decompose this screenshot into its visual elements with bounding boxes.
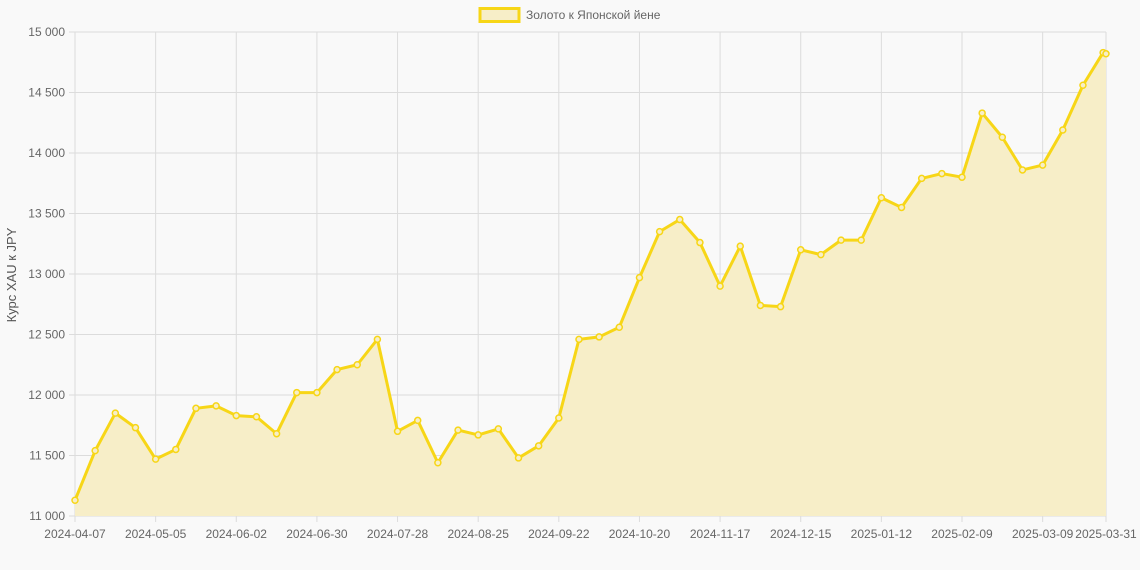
x-tick-label: 2025-03-31 xyxy=(1075,527,1137,541)
data-point[interactable] xyxy=(333,365,341,374)
data-point[interactable] xyxy=(1079,81,1087,89)
data-point[interactable] xyxy=(938,169,946,178)
data-point[interactable] xyxy=(373,335,382,344)
data-point[interactable] xyxy=(91,446,99,455)
data-point[interactable] xyxy=(877,194,886,202)
x-tick-label: 2025-03-09 xyxy=(1012,527,1074,541)
data-point[interactable] xyxy=(434,459,442,467)
x-tick-label: 2024-04-07 xyxy=(44,527,106,541)
data-point[interactable] xyxy=(716,282,724,290)
data-point[interactable] xyxy=(71,496,79,505)
y-tick-label: 15 000 xyxy=(28,25,65,39)
x-tick-label: 2024-07-28 xyxy=(367,527,429,541)
y-axis-ticks: 11 000 11 500 12 000 12 500 13 000 13 500 14 0… xyxy=(28,25,65,523)
data-point[interactable] xyxy=(232,411,241,420)
x-tick-label: 2024-08-25 xyxy=(447,527,509,541)
data-point[interactable] xyxy=(494,425,503,433)
data-point[interactable] xyxy=(212,402,220,410)
y-tick-label: 13 500 xyxy=(28,207,65,221)
data-point[interactable] xyxy=(897,203,906,212)
data-point[interactable] xyxy=(474,431,482,439)
data-point[interactable] xyxy=(252,413,261,421)
data-point[interactable] xyxy=(978,109,986,117)
data-point[interactable] xyxy=(393,427,402,436)
y-tick-label: 12 000 xyxy=(28,388,65,402)
data-point[interactable] xyxy=(353,361,361,369)
y-tick-label: 13 000 xyxy=(28,267,65,281)
data-point[interactable] xyxy=(272,429,281,438)
data-point[interactable] xyxy=(1038,161,1047,169)
data-point[interactable] xyxy=(413,416,422,425)
data-point[interactable] xyxy=(817,250,825,259)
data-point[interactable] xyxy=(776,302,785,311)
data-point[interactable] xyxy=(555,414,563,422)
x-tick-label: 2024-12-15 xyxy=(770,527,832,541)
data-point[interactable] xyxy=(1018,166,1027,174)
x-tick-label: 2025-01-12 xyxy=(851,527,913,541)
data-point[interactable] xyxy=(192,404,200,413)
x-tick-label: 2024-06-30 xyxy=(286,527,348,541)
series-area xyxy=(75,52,1106,516)
y-tick-label: 11 500 xyxy=(29,449,65,463)
data-point[interactable] xyxy=(736,242,744,250)
x-tick-label: 2024-06-02 xyxy=(206,527,268,541)
data-point[interactable] xyxy=(111,409,120,417)
data-point[interactable] xyxy=(958,173,966,181)
data-point[interactable] xyxy=(1102,50,1110,58)
legend[interactable]: Золото к Японской йене xyxy=(478,7,661,23)
data-point[interactable] xyxy=(131,423,140,432)
data-point[interactable] xyxy=(1059,126,1067,134)
x-tick-label: 2024-11-17 xyxy=(690,527,751,541)
data-point[interactable] xyxy=(151,455,160,463)
legend-label: Золото к Японской йене xyxy=(526,8,661,22)
data-point[interactable] xyxy=(293,388,301,397)
data-point[interactable] xyxy=(595,333,603,341)
y-tick-label: 11 000 xyxy=(29,509,65,523)
data-point[interactable] xyxy=(635,273,644,282)
data-point[interactable] xyxy=(454,426,462,434)
data-point[interactable] xyxy=(534,442,543,450)
data-point[interactable] xyxy=(514,454,523,462)
data-point[interactable] xyxy=(655,227,664,236)
x-axis-ticks: 2024-04-07 2024-05-05 2024-06-02 2024-06-30… xyxy=(44,527,1137,541)
data-point[interactable] xyxy=(837,236,845,244)
x-tick-label: 2024-05-05 xyxy=(125,527,187,541)
data-point[interactable] xyxy=(615,323,624,331)
data-point[interactable] xyxy=(575,335,583,344)
x-tick-label: 2024-10-20 xyxy=(609,527,671,541)
y-axis-title: Курс XAU к JPY xyxy=(4,227,19,322)
y-tick-label: 12 500 xyxy=(28,328,65,342)
data-point[interactable] xyxy=(756,301,765,310)
data-point[interactable] xyxy=(172,445,180,454)
data-point[interactable] xyxy=(857,236,865,244)
x-tick-label: 2025-02-09 xyxy=(931,527,993,541)
y-tick-label: 14 500 xyxy=(28,86,65,100)
data-point[interactable] xyxy=(917,174,926,183)
data-point[interactable] xyxy=(796,246,805,254)
x-tick-label: 2024-09-22 xyxy=(528,527,590,541)
data-point[interactable] xyxy=(313,388,321,397)
data-point[interactable] xyxy=(998,133,1007,142)
data-point[interactable] xyxy=(696,238,704,247)
series-area-fill xyxy=(75,52,1106,516)
y-tick-label: 14 000 xyxy=(28,146,65,160)
data-point[interactable] xyxy=(676,215,684,224)
legend-swatch xyxy=(478,7,521,23)
series-points xyxy=(71,48,1110,505)
